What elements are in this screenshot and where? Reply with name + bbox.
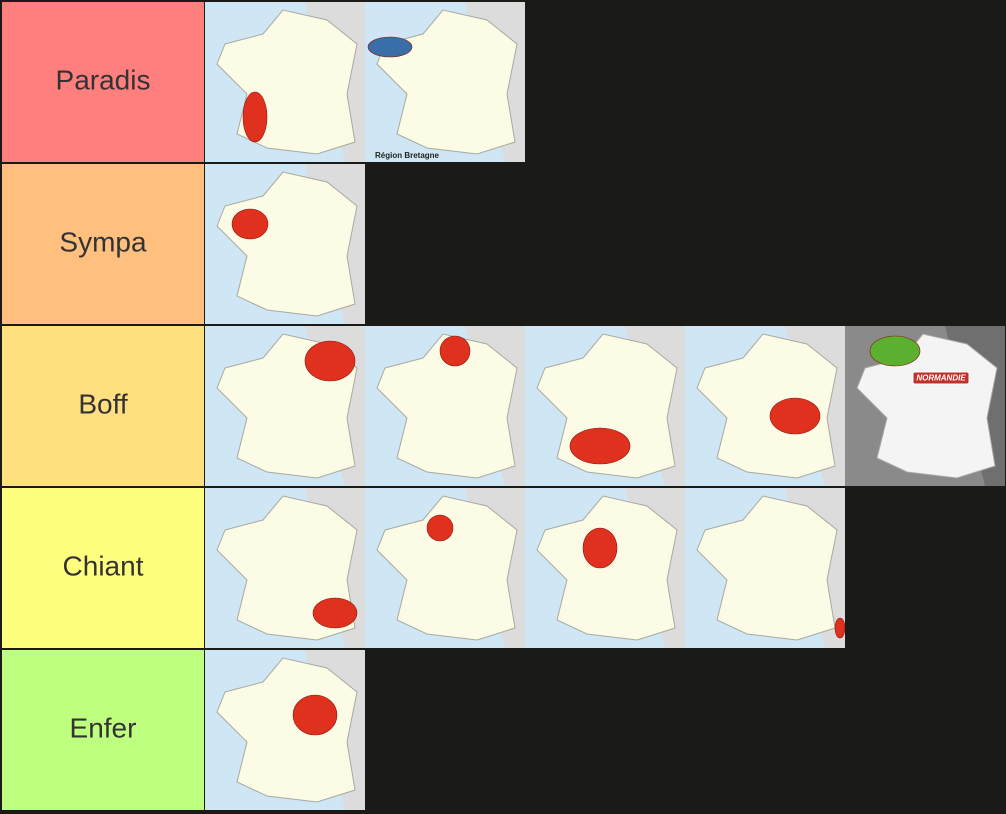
map-tile [205,488,365,648]
map-france [696,333,838,479]
map-tile [365,326,525,486]
highlighted-region [367,36,413,58]
highlighted-region [439,335,471,367]
map-france [376,495,518,641]
map-tile [525,326,685,486]
highlighted-region [312,597,358,629]
map-tile [205,2,365,162]
tier-label-cell [2,488,204,648]
map-france [536,495,678,641]
map-caption: Région Bretagne [375,151,440,160]
map-france [216,657,358,803]
highlighted-region [869,335,921,367]
map-tile [205,650,365,810]
map-france [216,171,358,317]
highlighted-region [582,527,618,569]
highlighted-region [426,514,454,542]
map-tag: NORMANDIE [916,374,966,383]
tier-label-cell [2,164,204,324]
highlighted-region [242,91,268,143]
map-tile [205,326,365,486]
map-tile: Région Bretagne [365,2,525,162]
highlighted-region [569,427,631,465]
map-tag-bg [912,371,970,385]
map-tile: NORMANDIE [845,326,1005,486]
map-france [376,333,518,479]
map-tile [205,164,365,324]
tier-label: Enfer [70,712,137,743]
highlighted-region [304,340,356,382]
map-tile [525,488,685,648]
highlighted-region [231,208,269,240]
highlighted-region [834,617,845,639]
tier-label-cell [2,2,204,162]
highlighted-region [292,694,338,736]
tier-label-cell [2,650,204,810]
tier-label-cell [2,326,204,486]
highlighted-region [769,397,821,435]
map-france [856,333,998,479]
map-tile [685,488,845,648]
map-tile [365,488,525,648]
tier-label: Sympa [59,226,147,257]
tier-label: Paradis [56,64,151,95]
tier-label: Chiant [63,550,144,581]
map-tile [685,326,845,486]
tier-label: Boff [78,388,128,419]
